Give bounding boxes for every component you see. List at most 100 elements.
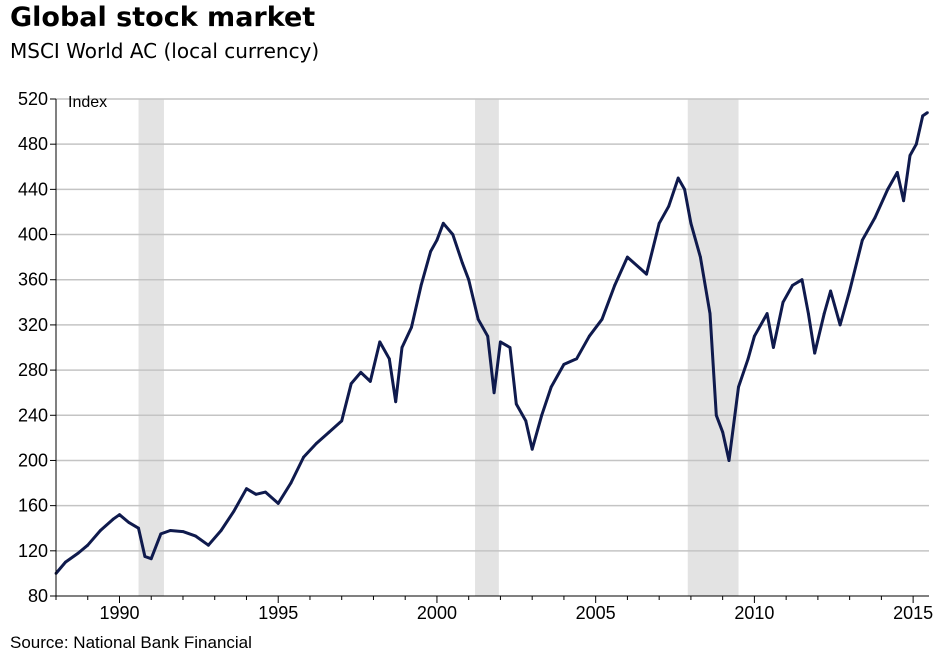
y-tick-label-240: 240: [18, 405, 48, 425]
data-point: [254, 492, 258, 496]
data-point: [327, 430, 331, 434]
data-point: [714, 413, 718, 417]
data-point: [524, 419, 528, 423]
data-point: [149, 557, 153, 561]
data-point: [359, 371, 363, 374]
data-point: [800, 278, 804, 282]
chart-subtitle: MSCI World AC (local currency): [10, 39, 320, 63]
data-point: [314, 442, 318, 445]
chart-title: Global stock market: [10, 2, 316, 33]
data-point: [530, 447, 534, 451]
y-tick-label-360: 360: [18, 270, 48, 290]
data-point: [626, 255, 629, 259]
data-point: [575, 357, 578, 361]
data-point: [708, 312, 712, 315]
data-point: [441, 221, 445, 225]
data-point: [895, 171, 899, 174]
data-point: [508, 346, 512, 349]
data-point: [219, 529, 223, 532]
data-point: [765, 312, 769, 315]
data-point: [159, 532, 163, 536]
data-point: [549, 385, 553, 389]
data-point: [429, 250, 432, 253]
data-point: [76, 551, 80, 555]
data-point: [368, 380, 372, 383]
data-point: [264, 490, 267, 494]
data-point: [540, 413, 544, 417]
data-point: [181, 530, 185, 533]
y-tick-label-80: 80: [28, 586, 48, 606]
data-point: [111, 517, 115, 521]
data-point: [400, 346, 404, 349]
data-point: [921, 114, 925, 118]
data-point: [886, 188, 890, 191]
data-point: [207, 543, 210, 547]
data-point: [562, 363, 566, 366]
data-point: [822, 312, 826, 315]
data-point: [435, 238, 439, 242]
data-point: [699, 255, 702, 259]
source-note: Source: National Bank Financial: [10, 633, 252, 652]
data-point: [676, 176, 680, 180]
data-point: [829, 289, 832, 293]
data-point: [387, 357, 391, 361]
recession-bands: [138, 99, 739, 596]
y-tick-label-280: 280: [18, 360, 48, 380]
data-point: [721, 430, 725, 434]
data-point: [460, 261, 464, 265]
data-point: [143, 555, 147, 558]
x-tick-label-2015: 2015: [893, 603, 933, 623]
data-point: [753, 334, 756, 338]
data-point: [499, 340, 502, 344]
data-point: [419, 284, 423, 287]
x-tick-label-2010: 2010: [734, 603, 774, 623]
data-point: [486, 334, 490, 338]
data-point: [245, 487, 248, 491]
data-point: [746, 357, 750, 361]
data-point: [587, 334, 591, 338]
data-point: [476, 317, 480, 321]
data-point: [451, 233, 455, 236]
y-tick-label-440: 440: [18, 179, 48, 199]
data-point: [168, 529, 172, 532]
data-point: [394, 400, 398, 404]
axes: 80 120 160 200 240 280 320 360 400 440 480 520 1990 1…: [18, 89, 933, 623]
data-point: [492, 391, 496, 395]
data-point: [118, 513, 121, 517]
y-tick-label-520: 520: [18, 89, 48, 109]
x-tick-label-1990: 1990: [99, 603, 139, 623]
y-tick-label-480: 480: [18, 134, 48, 154]
y-tick-label-120: 120: [18, 541, 48, 561]
data-point: [127, 521, 131, 524]
data-point: [914, 142, 918, 146]
data-point: [86, 543, 90, 547]
data-point: [873, 216, 877, 220]
recession-band-0: [138, 99, 164, 596]
recession-band-1: [475, 99, 499, 596]
data-point: [683, 188, 686, 191]
data-point: [737, 385, 740, 389]
data-point: [781, 300, 785, 304]
data-point: [137, 526, 140, 530]
data-point: [410, 325, 413, 329]
data-point: [99, 529, 102, 532]
y-axis-label: Index: [68, 94, 107, 111]
data-point: [902, 199, 905, 203]
data-point: [667, 204, 671, 208]
data-point: [926, 111, 929, 114]
data-point: [838, 323, 842, 327]
data-point: [600, 317, 604, 321]
x-tick-label-1995: 1995: [258, 603, 298, 623]
y-tick-label-200: 200: [18, 450, 48, 470]
data-point: [645, 272, 648, 276]
data-point: [813, 351, 817, 355]
data-point: [302, 455, 305, 459]
data-point: [657, 221, 661, 225]
data-point: [791, 284, 794, 287]
data-point: [467, 278, 471, 282]
data-point: [514, 402, 518, 406]
data-point: [378, 340, 382, 344]
data-point: [772, 346, 775, 349]
y-tick-label-160: 160: [18, 496, 48, 516]
